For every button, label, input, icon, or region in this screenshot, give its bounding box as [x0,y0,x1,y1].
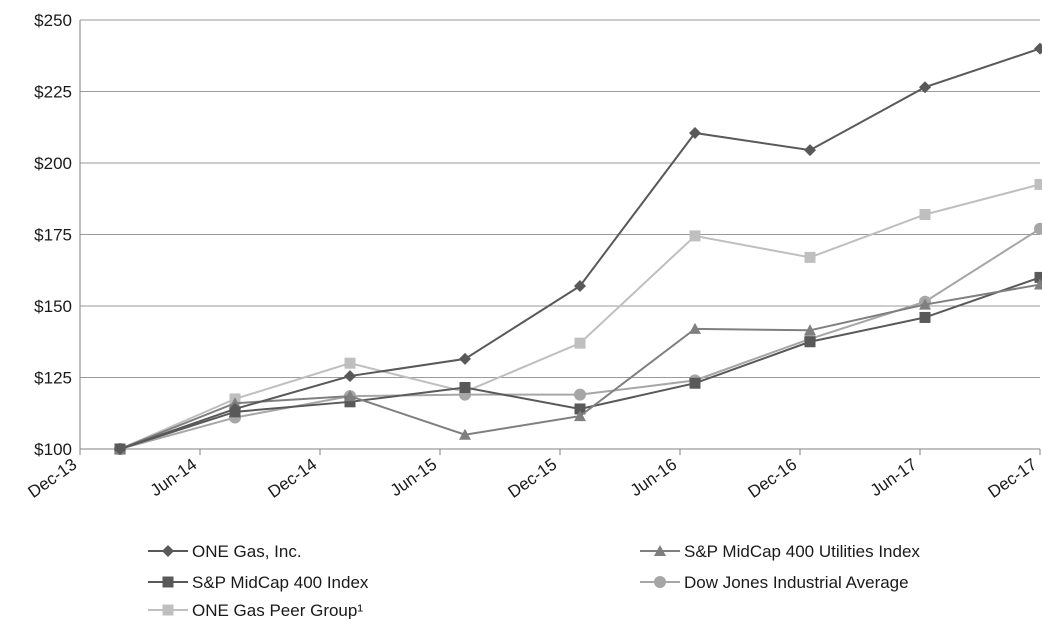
series-1-point [229,397,241,409]
series-2-point [459,382,471,394]
series-4-point [919,208,931,220]
series-1 [114,278,1042,454]
series-4-point [574,337,586,349]
series-1-point [804,324,816,336]
legend-label: ONE Gas Peer Group¹ [192,601,363,619]
y-tick-label: $150 [34,297,72,316]
series-4-point [344,357,356,369]
x-tick-label: Jun-16 [627,455,680,500]
x-tick-label: Dec-17 [984,455,1040,502]
x-tick-label: Jun-15 [387,455,440,500]
x-tick-label: Jun-14 [147,455,200,500]
series-1-point [1034,278,1042,290]
legend-swatch-marker [654,545,666,556]
series-4-point [804,251,816,263]
series-0 [114,42,1042,455]
legend-label: Dow Jones Industrial Average [684,573,909,592]
y-tick-label: $200 [34,154,72,173]
legend-label: ONE Gas, Inc. [192,542,302,561]
series-1-point [689,322,701,334]
series-0-point [689,126,701,139]
y-tick-label: $175 [34,226,72,245]
legend-label: S&P MidCap 400 Utilities Index [684,542,920,561]
series-2-point [804,336,816,348]
legend-swatch-marker [162,576,174,588]
series-1-point [574,410,586,422]
series-4-point [689,230,701,242]
y-axis: $100 $125 $150 $175 $200 $225 $250 [34,11,72,459]
series-2 [114,271,1042,455]
series-4-point [1034,178,1042,190]
series-1-point [459,428,471,440]
legend-swatch-marker [162,604,174,616]
y-tick-label: $125 [34,369,72,388]
x-tick-label: Dec-14 [264,455,320,502]
legend-item: ONE Gas Peer Group¹ [148,601,363,619]
series-0-point [1034,42,1042,55]
legend-item: S&P MidCap 400 Utilities Index [640,542,920,561]
series-2-line [119,276,1041,450]
legend: ONE Gas, Inc. S&P MidCap 400 Utilities In… [148,542,920,619]
legend-item: ONE Gas, Inc. [148,542,302,561]
legend-item: Dow Jones Industrial Average [640,573,909,592]
x-tick-label: Dec-15 [504,455,560,502]
series-group [114,42,1042,455]
legend-swatch-marker [654,576,666,588]
series-3-point [574,388,586,401]
y-tick-label: $225 [34,83,72,102]
x-axis: Dec-13 Jun-14 Dec-14 Jun-15 Dec-15 Jun-16 Dec-… [24,449,1041,502]
legend-item: S&P MidCap 400 Index [148,573,369,592]
series-2-point [919,311,931,323]
series-0-point [114,443,126,455]
series-2-point [344,396,356,408]
series-1-point [919,298,931,310]
x-tick-label: Dec-16 [744,455,800,502]
series-2-point [689,377,701,389]
series-0-point [229,402,241,415]
legend-swatch-marker [162,545,174,557]
series-1-point [344,390,356,402]
series-0-point [459,352,471,365]
series-2-point [1034,271,1042,283]
series-0-point [574,279,586,292]
legend-label: S&P MidCap 400 Index [192,573,369,592]
series-0-point [804,144,816,157]
series-3-point [1034,222,1042,235]
gridlines [80,19,1040,450]
y-tick-label: $100 [34,440,72,459]
x-tick-label: Dec-13 [24,455,80,502]
series-2-point [574,403,586,415]
series-0-point [919,81,931,94]
series-0-point [344,370,356,383]
series-1-line [119,283,1041,450]
y-tick-label: $250 [34,11,72,30]
x-tick-label: Jun-17 [867,455,920,500]
